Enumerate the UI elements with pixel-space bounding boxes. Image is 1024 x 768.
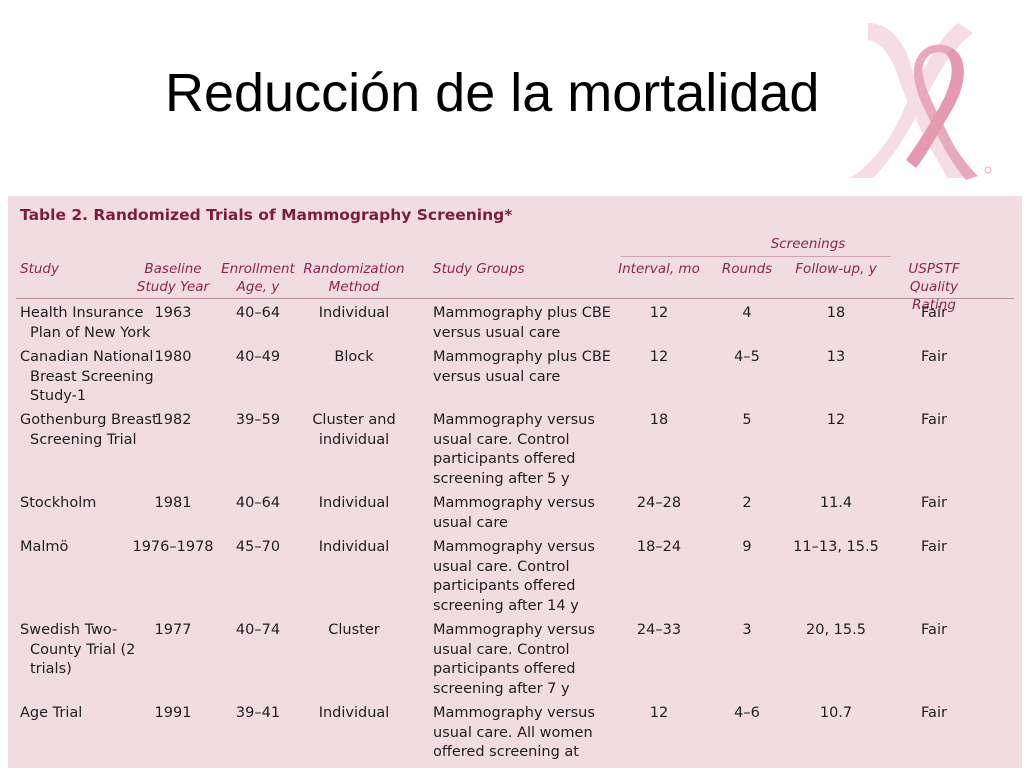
cell-rounds: 2 — [742, 495, 752, 511]
cell-interval: 18 — [649, 412, 669, 428]
column-header-study: Study — [20, 261, 59, 277]
cell-interval: 24–33 — [636, 622, 682, 638]
cell-groups: Mammography versus usual care. All women… — [433, 705, 595, 760]
cell-rating: Fair — [921, 539, 947, 555]
cell-groups: Mammography plus CBE versus usual care — [433, 349, 611, 385]
header-rule — [16, 298, 1014, 299]
cell-followup: 20, 15.5 — [806, 622, 866, 638]
cell-age: 40–49 — [235, 349, 281, 365]
mammography-trials-table: Table 2. Randomized Trials of Mammograph… — [8, 196, 1022, 768]
cell-study: Health Insurance Plan of New York — [20, 305, 151, 341]
cell-groups: Mammography versus usual care — [433, 495, 595, 531]
cell-age: 40–74 — [235, 622, 281, 638]
column-header-study-groups: Study Groups — [433, 261, 525, 277]
cell-followup: 11.4 — [819, 495, 853, 511]
column-header-baseline-year: Baseline Study Year — [136, 261, 210, 295]
cell-year: 1977 — [154, 622, 192, 638]
cell-groups: Mammography versus usual care. Control p… — [433, 539, 595, 614]
cell-followup: 10.7 — [819, 705, 853, 721]
cell-rating: Fair — [921, 349, 947, 365]
cell-rounds: 5 — [742, 412, 752, 428]
cell-year: 1976–1978 — [132, 539, 214, 555]
cell-rating: Fair — [921, 305, 947, 321]
cell-interval: 18–24 — [636, 539, 682, 555]
cell-rounds: 9 — [742, 539, 752, 555]
cell-age: 40–64 — [235, 305, 281, 321]
cell-groups: Mammography plus CBE versus usual care — [433, 305, 611, 341]
cell-followup: 13 — [826, 349, 846, 365]
cell-rating: Fair — [921, 622, 947, 638]
cell-study: Age Trial — [20, 705, 83, 721]
cell-age: 39–41 — [235, 705, 281, 721]
cell-age: 39–59 — [235, 412, 281, 428]
table-caption: Table 2. Randomized Trials of Mammograph… — [20, 206, 513, 224]
cell-interval: 24–28 — [636, 495, 682, 511]
cell-rounds: 4–6 — [734, 705, 760, 721]
cell-rounds: 3 — [742, 622, 752, 638]
cell-year: 1980 — [154, 349, 192, 365]
pink-ribbon-icon — [838, 18, 998, 182]
cell-groups: Mammography versus usual care. Control p… — [433, 412, 595, 487]
cell-year: 1982 — [154, 412, 192, 428]
cell-study: Gothenburg Breast Screening Trial — [20, 412, 158, 448]
cell-study: Swedish Two-County Trial (2 trials) — [20, 622, 136, 677]
group-header-rule — [621, 256, 891, 257]
screenings-group-header: Screenings — [770, 236, 846, 252]
cell-interval: 12 — [649, 705, 669, 721]
slide-title: Reducción de la mortalidad — [165, 63, 820, 123]
column-header-follow-up: Follow-up, y — [795, 261, 877, 277]
cell-method: Individual — [318, 305, 390, 321]
cell-year: 1991 — [154, 705, 192, 721]
cell-year: 1963 — [154, 305, 192, 321]
column-header-rounds: Rounds — [721, 261, 773, 277]
column-header-uspstf-rating: USPSTF Quality Rating — [908, 261, 960, 313]
cell-method: Cluster and individual — [312, 412, 396, 448]
cell-study: Stockholm — [20, 495, 97, 511]
cell-method: Individual — [318, 539, 390, 555]
column-header-interval: Interval, mo — [618, 261, 700, 277]
cell-method: Individual — [318, 495, 390, 511]
cell-rating: Fair — [921, 495, 947, 511]
cell-rounds: 4–5 — [734, 349, 760, 365]
cell-rating: Fair — [921, 412, 947, 428]
cell-followup: 11–13, 15.5 — [793, 539, 879, 555]
cell-followup: 18 — [826, 305, 846, 321]
cell-interval: 12 — [649, 349, 669, 365]
cell-followup: 12 — [826, 412, 846, 428]
cell-study: Malmö — [20, 539, 69, 555]
cell-interval: 12 — [649, 305, 669, 321]
column-header-enrollment-age: Enrollment Age, y — [221, 261, 295, 295]
cell-age: 45–70 — [235, 539, 281, 555]
cell-groups: Mammography versus usual care. Control p… — [433, 622, 595, 697]
cell-age: 40–64 — [235, 495, 281, 511]
cell-method: Block — [334, 349, 374, 365]
column-header-randomization-method: Randomization Method — [303, 261, 405, 295]
cell-method: Individual — [318, 705, 390, 721]
cell-rounds: 4 — [742, 305, 752, 321]
cell-year: 1981 — [154, 495, 192, 511]
cell-study: Canadian National Breast Screening Study… — [20, 349, 154, 404]
cell-rating: Fair — [921, 705, 947, 721]
cell-method: Cluster — [328, 622, 380, 638]
